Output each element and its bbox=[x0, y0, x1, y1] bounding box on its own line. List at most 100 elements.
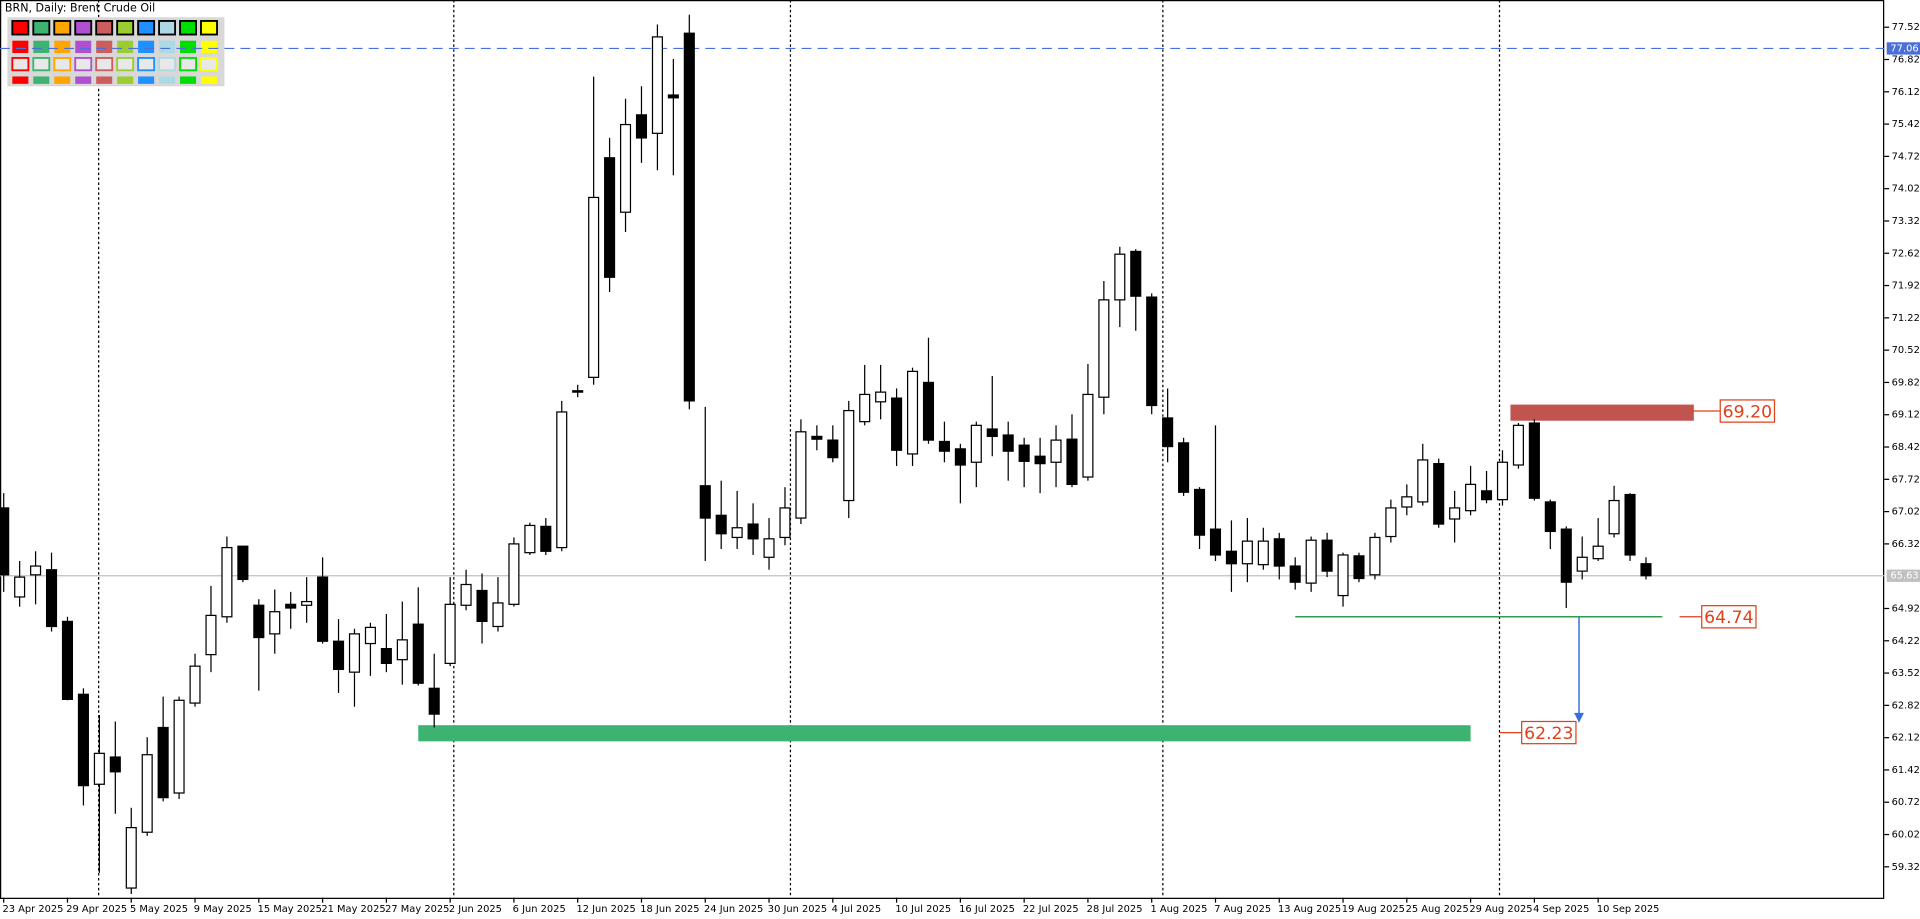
candle-body bbox=[1050, 439, 1062, 463]
zone bbox=[418, 725, 1471, 742]
y-tick-label: 74.72 bbox=[1892, 151, 1920, 162]
candle-body bbox=[428, 687, 440, 715]
swatch bbox=[74, 20, 93, 36]
candle-body bbox=[348, 633, 361, 673]
candle-body bbox=[667, 94, 679, 99]
swatch bbox=[75, 76, 92, 84]
candle-body bbox=[747, 523, 759, 540]
candle-body bbox=[938, 440, 950, 452]
y-tick-label: 68.42 bbox=[1892, 442, 1920, 453]
candle-body bbox=[221, 546, 233, 618]
candle-body bbox=[811, 435, 823, 440]
y-tick-label: 71.92 bbox=[1892, 281, 1920, 292]
candle-body bbox=[827, 439, 839, 459]
swatch bbox=[75, 40, 92, 54]
y-tick-label: 67.72 bbox=[1892, 474, 1920, 485]
level-label: 64.74 bbox=[1704, 608, 1753, 628]
x-tick-label: 23 Apr 2025 bbox=[2, 904, 63, 915]
x-tick-label: 5 May 2025 bbox=[130, 904, 188, 915]
candle-body bbox=[1496, 461, 1509, 501]
candle-body bbox=[1369, 536, 1381, 576]
candle-body bbox=[1273, 538, 1285, 567]
candle-body bbox=[1257, 540, 1269, 566]
candle-body bbox=[332, 640, 345, 670]
candle-body bbox=[1560, 528, 1572, 583]
swatch bbox=[179, 20, 197, 36]
candle-body bbox=[954, 448, 966, 466]
candle-body bbox=[970, 424, 982, 463]
candle-body bbox=[1162, 417, 1174, 448]
candle-body bbox=[1417, 459, 1429, 503]
candle-body bbox=[157, 726, 169, 799]
candle-body bbox=[1305, 539, 1317, 584]
candle-body bbox=[1385, 507, 1397, 538]
swatch bbox=[12, 40, 29, 54]
candle-body bbox=[173, 699, 185, 794]
price-label-box bbox=[1886, 569, 1920, 582]
candle-body bbox=[1034, 455, 1046, 465]
candle-body bbox=[1592, 545, 1604, 560]
zone bbox=[1510, 404, 1694, 421]
candle-body bbox=[556, 411, 568, 549]
candle-body bbox=[1608, 499, 1620, 535]
swatch bbox=[117, 76, 134, 84]
x-tick-label: 13 Aug 2025 bbox=[1278, 904, 1341, 915]
candle-body bbox=[715, 514, 727, 535]
swatch bbox=[138, 40, 155, 54]
y-tick-label: 64.92 bbox=[1892, 603, 1920, 614]
swatch bbox=[33, 76, 50, 84]
y-tick-label: 62.12 bbox=[1892, 733, 1920, 744]
candle-body bbox=[1528, 422, 1540, 499]
candle-body bbox=[1337, 554, 1349, 597]
candle-body bbox=[1480, 490, 1493, 501]
swatch bbox=[53, 20, 72, 36]
y-tick-label: 76.82 bbox=[1892, 55, 1920, 66]
y-tick-label: 59.32 bbox=[1892, 862, 1920, 873]
candle-body bbox=[540, 525, 552, 552]
swatch bbox=[117, 40, 134, 54]
candle-body bbox=[524, 524, 536, 554]
candle-body bbox=[763, 538, 775, 558]
swatch bbox=[96, 40, 113, 54]
arrow-head bbox=[1574, 712, 1584, 723]
swatch bbox=[54, 40, 71, 54]
candle-body bbox=[1544, 501, 1556, 533]
candle-body bbox=[875, 391, 887, 403]
x-tick-label: 2 Jun 2025 bbox=[449, 904, 502, 915]
y-tick-label: 77.52 bbox=[1892, 22, 1920, 33]
candle-body bbox=[301, 600, 313, 606]
swatch bbox=[32, 20, 51, 36]
candle-body bbox=[460, 583, 472, 606]
x-tick-label: 27 May 2025 bbox=[385, 904, 449, 915]
candle-body bbox=[269, 611, 281, 635]
candle-body bbox=[1321, 539, 1333, 572]
candle-body bbox=[189, 665, 201, 704]
candle-body bbox=[14, 576, 26, 598]
y-tick-label: 63.52 bbox=[1892, 668, 1920, 679]
candle-body bbox=[1225, 550, 1237, 565]
candle-body bbox=[1066, 438, 1078, 486]
candle-body bbox=[1130, 250, 1142, 297]
candle-body bbox=[1193, 488, 1206, 536]
y-tick-label: 74.02 bbox=[1892, 184, 1920, 195]
candle-body bbox=[906, 370, 919, 455]
x-tick-label: 9 May 2025 bbox=[194, 904, 252, 915]
candle-body bbox=[922, 381, 935, 441]
candle-body bbox=[1082, 393, 1094, 478]
candle-body bbox=[572, 390, 584, 393]
swatch bbox=[200, 57, 218, 72]
candle-body bbox=[205, 614, 217, 656]
candle-body bbox=[508, 543, 520, 605]
candle-body bbox=[588, 196, 600, 378]
candle-body bbox=[412, 623, 424, 684]
y-tick-label: 71.22 bbox=[1892, 313, 1920, 324]
candle-body bbox=[237, 545, 249, 581]
candle-body bbox=[364, 626, 376, 645]
y-tick-label: 69.82 bbox=[1892, 377, 1920, 388]
candle-body bbox=[1289, 565, 1301, 583]
x-tick-label: 24 Jun 2025 bbox=[704, 904, 763, 915]
candle-body bbox=[0, 507, 10, 576]
swatch bbox=[54, 76, 71, 84]
candle-body bbox=[125, 826, 137, 889]
x-tick-label: 19 Aug 2025 bbox=[1342, 904, 1405, 915]
